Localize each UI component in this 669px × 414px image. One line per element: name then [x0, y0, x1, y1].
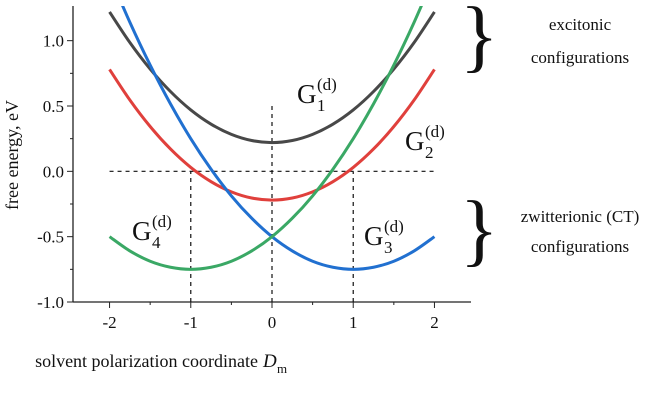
y-tick-label: 0.5: [43, 97, 64, 116]
curve-label: G: [405, 126, 425, 156]
x-axis-symbol: D: [262, 351, 277, 372]
x-tick-label: -2: [102, 313, 116, 332]
y-tick-label: 1.0: [43, 32, 64, 51]
group-label: excitonic: [549, 15, 612, 34]
x-axis-label: solvent polarization coordinate: [35, 351, 258, 371]
y-tick-label: -1.0: [37, 293, 64, 312]
curve-label-sup: (d): [425, 122, 445, 141]
curve-label-sub: 3: [384, 238, 393, 257]
group-label: configurations: [531, 237, 629, 256]
plot-area: [108, 6, 436, 271]
curve-label: G: [364, 221, 384, 251]
y-axis-label: free energy, eV: [2, 100, 22, 210]
curve: [108, 11, 436, 145]
curve-label-sub: 4: [152, 233, 161, 252]
curve-label-sup: (d): [384, 217, 404, 236]
curve: [108, 68, 436, 202]
x-tick-label: -1: [184, 313, 198, 332]
curve-label: G: [132, 216, 152, 246]
curve-label-sup: (d): [152, 212, 172, 231]
curve-label-sub: 1: [317, 96, 326, 115]
brace: }: [460, 186, 498, 274]
curve-label-sup: (d): [317, 75, 337, 94]
curve-label-sub: 2: [425, 143, 434, 162]
x-tick-label: 2: [430, 313, 439, 332]
x-tick-label: 0: [268, 313, 277, 332]
group-label: zwitterionic (CT): [521, 207, 640, 226]
x-axis-subscript: m: [277, 361, 287, 376]
group-label: configurations: [531, 48, 629, 67]
curve: [108, 6, 423, 271]
y-tick-label: -0.5: [37, 228, 64, 247]
y-tick-label: 0.0: [43, 162, 64, 181]
brace: }: [460, 0, 498, 80]
curve-label: G: [297, 79, 317, 109]
x-tick-label: 1: [349, 313, 358, 332]
